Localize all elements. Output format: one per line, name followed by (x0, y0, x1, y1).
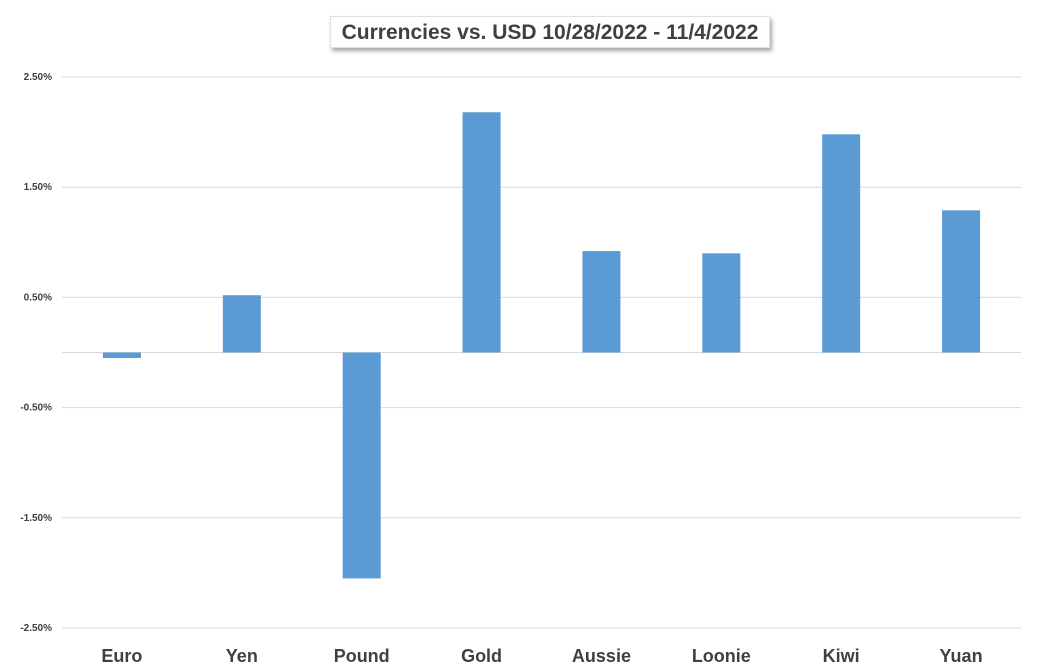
bar-pound (342, 352, 381, 579)
x-axis-category-labels: Euro Yen Pound Gold Aussie Loonie Kiwi Yuan (101, 646, 982, 666)
bar-yen (222, 295, 261, 353)
category-label-pound: Pound (334, 646, 390, 666)
bar-aussie (582, 251, 621, 353)
category-label-yuan: Yuan (940, 646, 983, 666)
bars (102, 112, 981, 579)
y-tick-label: 1.50% (24, 182, 52, 193)
gridlines (62, 76, 1021, 629)
category-label-aussie: Aussie (572, 646, 631, 666)
category-label-euro: Euro (101, 646, 142, 666)
y-tick-label: -0.50% (20, 403, 52, 414)
bar-gold (462, 112, 501, 353)
category-label-loonie: Loonie (692, 646, 751, 666)
bar-loonie (702, 253, 741, 353)
chart-title: Currencies vs. USD 10/28/2022 - 11/4/202… (330, 16, 770, 48)
y-axis-tick-labels: 2.50% 1.50% 0.50% -0.50% -1.50% -2.50% (20, 72, 52, 634)
y-tick-label: 2.50% (24, 72, 52, 83)
bar-kiwi (822, 134, 861, 353)
y-tick-label: -1.50% (20, 513, 52, 524)
bar-euro (102, 352, 141, 359)
y-tick-label: -2.50% (20, 623, 52, 634)
y-tick-label: 0.50% (24, 292, 52, 303)
category-label-gold: Gold (461, 646, 502, 666)
bar-yuan (942, 210, 981, 353)
category-label-kiwi: Kiwi (823, 646, 860, 666)
category-label-yen: Yen (226, 646, 258, 666)
